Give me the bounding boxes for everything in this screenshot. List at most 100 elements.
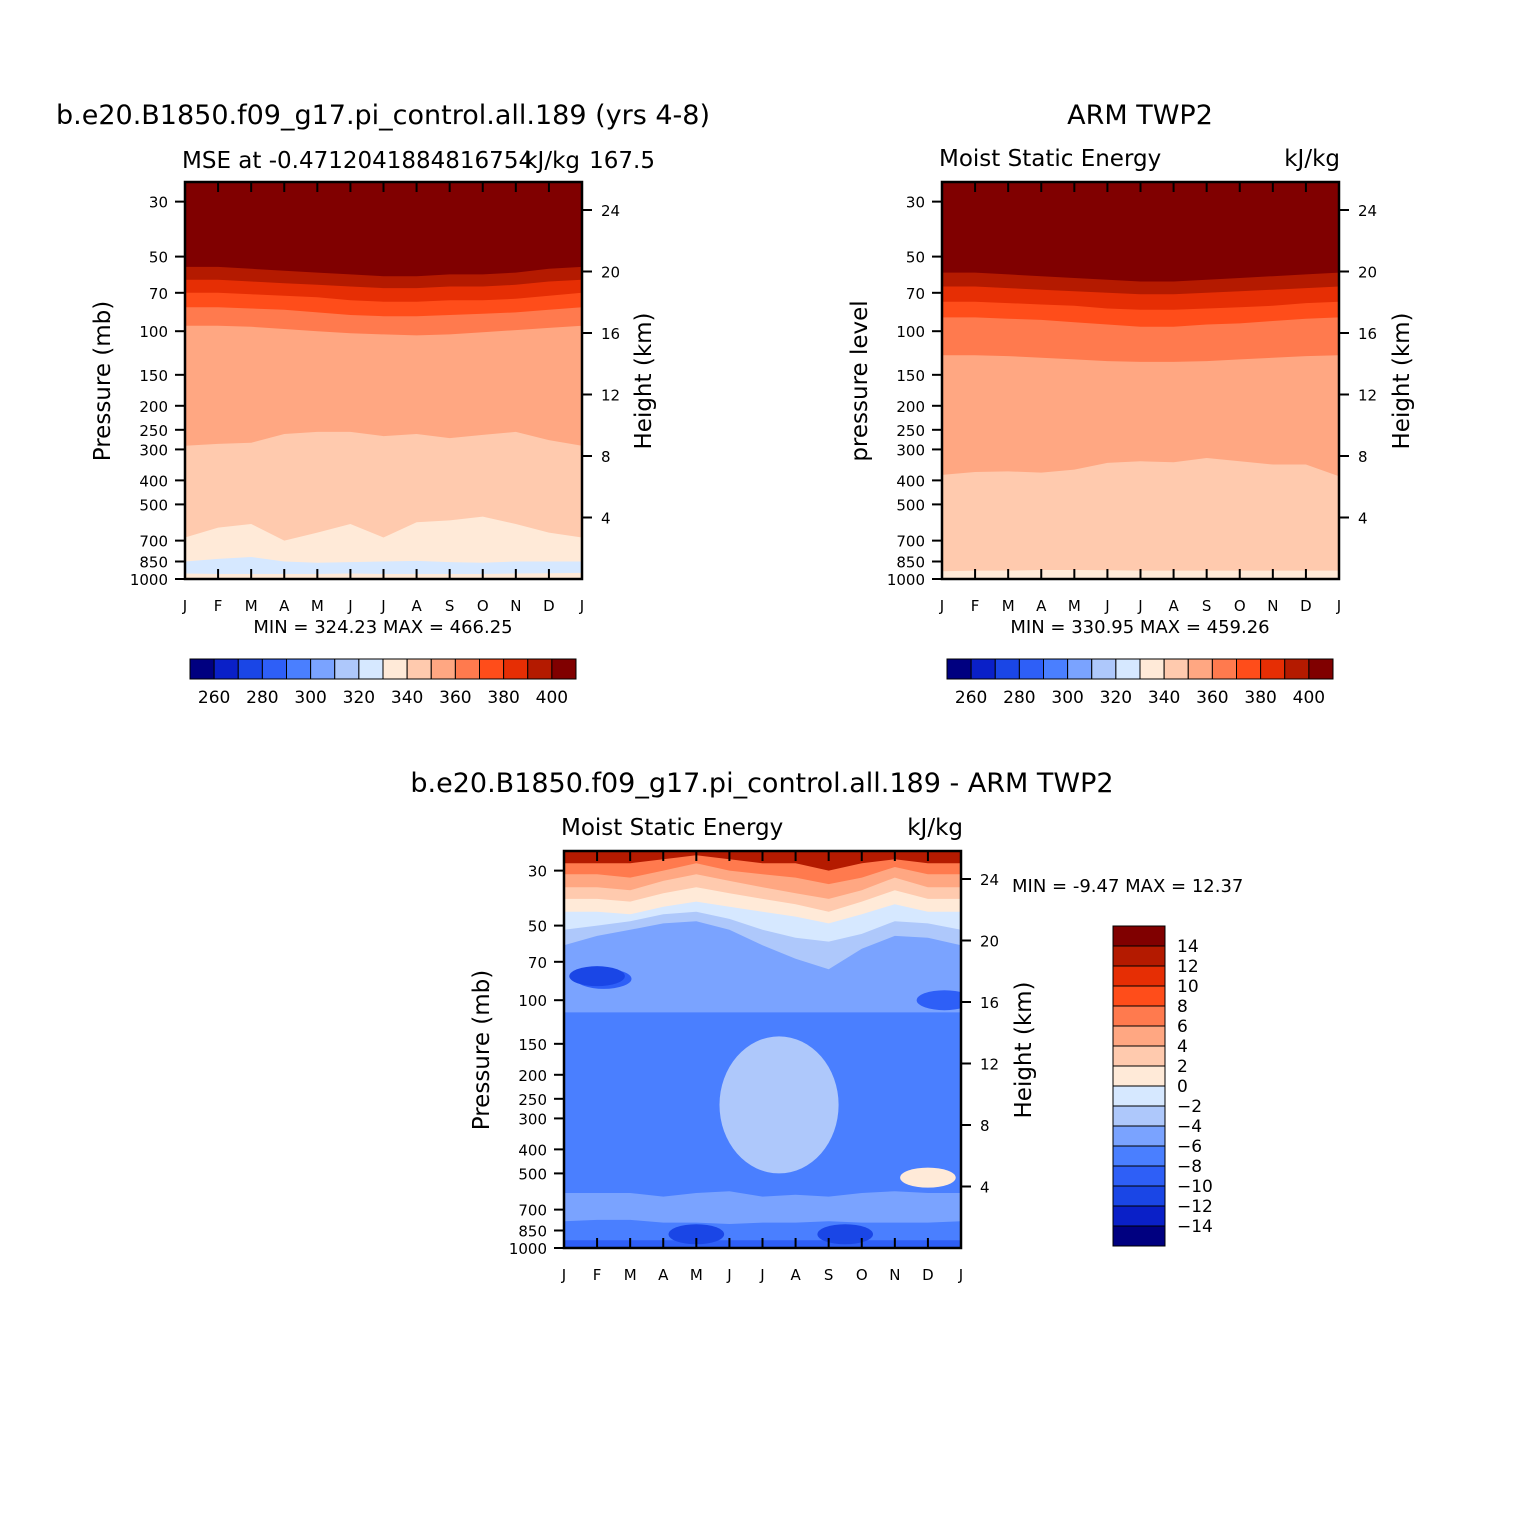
colorbar-label: 300 bbox=[294, 688, 326, 708]
colorbar-label: 10 bbox=[1177, 977, 1199, 997]
colorbar-label: −10 bbox=[1177, 1177, 1213, 1197]
colorbar-box bbox=[334, 658, 360, 680]
y2-tick-label: 16 bbox=[1358, 325, 1377, 343]
colorbar-label: 320 bbox=[1100, 688, 1132, 708]
x-tick-label: M bbox=[311, 597, 324, 615]
y-tick-label: 200 bbox=[518, 1067, 547, 1085]
colorbar-label: −6 bbox=[1177, 1137, 1202, 1157]
colorbar-box bbox=[213, 658, 239, 680]
colorbar-box bbox=[1112, 1165, 1166, 1187]
colorbar-box bbox=[1112, 965, 1166, 987]
contour-patch bbox=[916, 990, 961, 1011]
y-tick-label: 150 bbox=[518, 1036, 547, 1054]
y-tick-label: 150 bbox=[139, 367, 168, 385]
y-tick-label: 50 bbox=[528, 918, 547, 936]
colorbar-box bbox=[946, 658, 972, 680]
x-tick-label: F bbox=[971, 597, 980, 615]
colorbar-box bbox=[454, 658, 480, 680]
y-tick-label: 400 bbox=[896, 472, 925, 490]
colorbar-box bbox=[1112, 985, 1166, 1007]
panel-subtitle-center: 167.5 bbox=[589, 148, 655, 174]
x-tick-label: J bbox=[1137, 597, 1142, 615]
y2-tick-label: 20 bbox=[1358, 264, 1377, 282]
x-tick-label: A bbox=[411, 597, 422, 615]
panel-title: b.e20.B1850.f09_g17.pi_control.all.189 -… bbox=[410, 768, 1113, 799]
colorbar-label: 14 bbox=[1177, 937, 1199, 957]
colorbar-box bbox=[1112, 1145, 1166, 1167]
colorbar-box bbox=[430, 658, 456, 680]
colorbar: 260 280 300 320 340 360 380 400 bbox=[946, 658, 1334, 708]
colorbar-label: 400 bbox=[536, 688, 568, 708]
colorbar-label: 360 bbox=[439, 688, 471, 708]
y-tick-label: 1000 bbox=[887, 571, 925, 589]
x-tick-label: J bbox=[1336, 597, 1341, 615]
y-tick-label: 300 bbox=[139, 441, 168, 459]
colorbar-box bbox=[970, 658, 996, 680]
y-tick-label: 70 bbox=[906, 285, 925, 303]
x-tick-label: O bbox=[856, 1266, 868, 1284]
x-tick-label: O bbox=[477, 597, 489, 615]
x-tick-label: A bbox=[1168, 597, 1179, 615]
x-tick-label: N bbox=[889, 1266, 900, 1284]
colorbar-box bbox=[237, 658, 263, 680]
colorbar: 260 280 300 320 340 360 380 400 bbox=[189, 658, 577, 708]
y-tick-label: 50 bbox=[906, 249, 925, 267]
x-tick-label: M bbox=[245, 597, 258, 615]
colorbar-box bbox=[1112, 1105, 1166, 1127]
colorbar-label: 360 bbox=[1196, 688, 1228, 708]
colorbar-label: 320 bbox=[343, 688, 375, 708]
y-tick-label: 850 bbox=[518, 1223, 547, 1241]
x-tick-label: S bbox=[445, 597, 455, 615]
stats-text: MIN = -9.47 MAX = 12.37 bbox=[1012, 876, 1243, 897]
colorbar-box bbox=[1112, 1025, 1166, 1047]
colorbar-box bbox=[1091, 658, 1117, 680]
colorbar-label: 300 bbox=[1051, 688, 1083, 708]
y2-tick-label: 24 bbox=[601, 202, 620, 220]
x-tick-label: D bbox=[922, 1266, 934, 1284]
x-tick-label: O bbox=[1234, 597, 1246, 615]
x-tick-label: J bbox=[561, 1266, 566, 1284]
x-tick-label: J bbox=[1104, 597, 1109, 615]
colorbar-label: 2 bbox=[1177, 1057, 1188, 1077]
colorbar-label: 6 bbox=[1177, 1017, 1188, 1037]
colorbar-box bbox=[358, 658, 384, 680]
colorbar-box bbox=[261, 658, 287, 680]
colorbar-box bbox=[1211, 658, 1237, 680]
contour-patch bbox=[817, 1224, 873, 1245]
x-tick-label: D bbox=[543, 597, 555, 615]
y-tick-label: 400 bbox=[518, 1141, 547, 1159]
colorbar-box bbox=[1018, 658, 1044, 680]
y-tick-label: 50 bbox=[149, 249, 168, 267]
y-tick-label: 100 bbox=[896, 323, 925, 341]
y-tick-label: 70 bbox=[149, 285, 168, 303]
y-tick-label: 700 bbox=[896, 533, 925, 551]
y-tick-label: 150 bbox=[896, 367, 925, 385]
colorbar-box bbox=[503, 658, 529, 680]
contour-band bbox=[942, 458, 1339, 579]
x-tick-label: J bbox=[182, 597, 187, 615]
x-tick-label: N bbox=[1267, 597, 1278, 615]
x-tick-label: J bbox=[726, 1266, 731, 1284]
colorbar-box bbox=[1112, 945, 1166, 967]
y-tick-label: 250 bbox=[896, 422, 925, 440]
colorbar-label: 280 bbox=[246, 688, 278, 708]
ylabel-right: Height (km) bbox=[1011, 981, 1037, 1118]
x-tick-label: D bbox=[1300, 597, 1312, 615]
y-tick-label: 30 bbox=[149, 194, 168, 212]
panel-units: kJ/kg bbox=[1284, 146, 1340, 172]
colorbar-box bbox=[1043, 658, 1069, 680]
colorbar-label: −2 bbox=[1177, 1097, 1202, 1117]
colorbar-box bbox=[1308, 658, 1334, 680]
y-tick-label: 400 bbox=[139, 472, 168, 490]
contour-fills bbox=[564, 851, 961, 1248]
y2-tick-label: 16 bbox=[601, 325, 620, 343]
ylabel-left: Pressure (mb) bbox=[90, 301, 116, 461]
x-tick-label: S bbox=[1202, 597, 1212, 615]
y2-tick-label: 8 bbox=[601, 448, 611, 466]
colorbar-box bbox=[1112, 1005, 1166, 1027]
contour-patch bbox=[668, 1224, 725, 1245]
